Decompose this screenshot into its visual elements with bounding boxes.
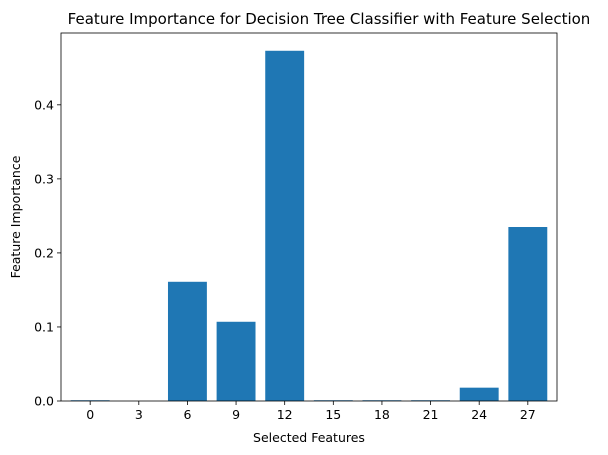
x-tick-label-12: 12 <box>277 407 293 422</box>
x-tick-label-24: 24 <box>471 407 487 422</box>
y-tick-label-0.2: 0.2 <box>34 245 54 260</box>
bar-24 <box>459 387 499 401</box>
bar-27 <box>508 227 548 401</box>
x-tick-label-0: 0 <box>86 407 94 422</box>
y-tick-label-0.1: 0.1 <box>34 319 54 334</box>
x-tick-label-9: 9 <box>232 407 240 422</box>
x-tick-label-15: 15 <box>325 407 341 422</box>
x-tick-label-18: 18 <box>374 407 390 422</box>
x-tick-label-21: 21 <box>423 407 439 422</box>
bar-9 <box>216 321 256 401</box>
axes-frame <box>60 32 558 402</box>
bar-6 <box>167 281 207 401</box>
x-axis-label: Selected Features <box>253 430 365 445</box>
chart-title: Feature Importance for Decision Tree Cla… <box>68 10 591 28</box>
x-tick-label-3: 3 <box>135 407 143 422</box>
x-tick-label-27: 27 <box>520 407 536 422</box>
bar-12 <box>265 50 305 402</box>
y-tick-label-0.3: 0.3 <box>34 171 54 186</box>
x-tick-label-6: 6 <box>183 407 191 422</box>
y-tick-label-0: 0.0 <box>34 394 54 409</box>
y-tick-label-0.4: 0.4 <box>34 97 54 112</box>
y-axis-label: Feature Importance <box>8 155 23 278</box>
plot-area: 0 3 6 9 12 15 18 21 24 27 0.0 0.1 0.2 0.3 0.4 <box>34 32 558 422</box>
